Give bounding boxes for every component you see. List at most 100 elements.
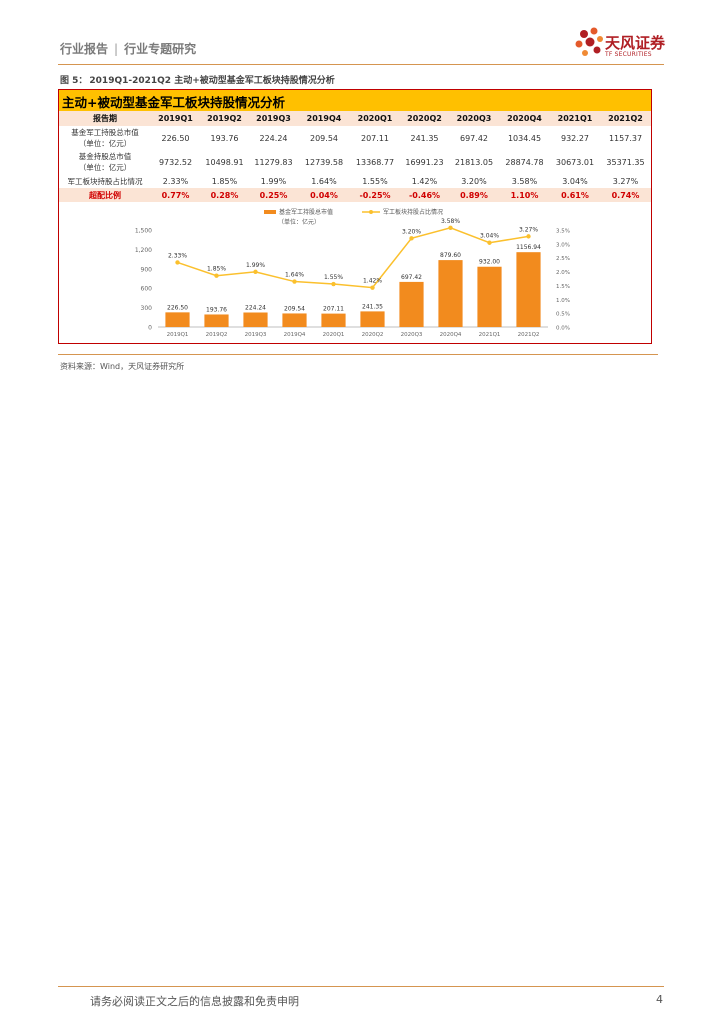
line-point [526, 234, 531, 239]
logo-subtitle: TF SECURITIES [605, 51, 652, 58]
x-tick-label: 2020Q2 [362, 332, 384, 338]
table-cell: -0.46% [400, 188, 449, 202]
bar-data-label: 697.42 [401, 274, 422, 281]
table-cell: 12739.58 [304, 157, 344, 167]
line-data-label: 1.99% [246, 262, 265, 269]
figure-label: 图 5： [60, 76, 88, 86]
y-right-tick-label: 3.0% [556, 242, 570, 248]
table-cell: 0.77% [151, 188, 200, 202]
header-cell: 2019Q3 [249, 111, 298, 126]
bar-data-label: 932.00 [479, 259, 500, 266]
table-cell: 3.27% [612, 176, 639, 186]
legend-bar-swatch [264, 210, 276, 214]
table-cell: 0.25% [249, 188, 298, 202]
table-cell: 226.50 [161, 133, 190, 143]
line-point [214, 273, 219, 278]
company-logo-icon [575, 27, 603, 56]
bar-data-label: 224.24 [245, 304, 266, 311]
table-row-overweight: 超配比例 0.77% 0.28% 0.25% 0.04% -0.25% -0.4… [59, 188, 651, 202]
bar [204, 314, 229, 327]
figure-title: 图 5： 2019Q1-2021Q2 主动+被动型基金军工板块持股情况分析 [60, 73, 335, 86]
row-label-line2: （单位：亿元） [78, 139, 132, 148]
y-right-tick-label: 3.5% [556, 229, 570, 235]
line-point [370, 285, 375, 290]
table-row: 基金持股总市值 （单位：亿元） 9732.52 10498.91 11279.83… [59, 150, 651, 174]
line-data-label: 1.42% [363, 278, 382, 285]
x-tick-label: 2020Q1 [323, 332, 345, 338]
table-cell: 28874.78 [505, 157, 544, 167]
header-cell: 2019Q2 [200, 111, 249, 126]
source-note: 资料来源：Wind，天风证券研究所 [60, 362, 185, 371]
header-cell: 2020Q3 [449, 111, 499, 126]
header-subcategory: 行业专题研究 [124, 42, 197, 56]
line-series [177, 226, 529, 289]
table-cell: 2.33% [162, 176, 189, 186]
table-cell: 1157.37 [608, 133, 643, 143]
y-right-tick-label: 2.0% [556, 270, 570, 276]
table-cell: 21813.05 [454, 157, 494, 167]
table-cell: 1.10% [499, 188, 550, 202]
row-label: 基金持股总市值 （单位：亿元） [59, 150, 151, 174]
legend-unit-label: （单位：亿元） [278, 218, 320, 226]
bar-data-label: 193.76 [206, 306, 227, 313]
header-divider [58, 64, 664, 65]
bar-data-label: 209.54 [284, 305, 305, 312]
line-point [253, 269, 258, 275]
row-label-line2: （单位：亿元） [78, 163, 132, 172]
x-tick-label: 2019Q3 [245, 332, 267, 338]
source-divider [58, 354, 658, 355]
bar [282, 313, 307, 327]
figure-caption: 2019Q1-2021Q2 主动+被动型基金军工板块持股情况分析 [89, 76, 335, 86]
line-data-label: 3.04% [480, 233, 499, 240]
table-cell: 193.76 [210, 133, 239, 143]
table-cell: 11279.83 [254, 157, 293, 167]
footer-divider [58, 986, 664, 987]
row-label-line1: 基金军工持股总市值 [71, 128, 139, 137]
x-tick-label: 2019Q4 [284, 332, 306, 338]
table-cell: 9732.52 [158, 157, 193, 167]
table-cell: 209.54 [310, 133, 338, 143]
table-cell: 0.28% [200, 188, 249, 202]
bar [165, 312, 190, 327]
table-cell: 697.42 [460, 133, 488, 143]
bar [360, 311, 385, 327]
table-cell: 0.04% [298, 188, 350, 202]
x-tick-label: 2020Q3 [401, 332, 423, 338]
table-row: 军工板块持股占比情况 2.33% 1.85% 1.99% 1.64% 1.55%… [59, 174, 651, 188]
y-left-tick-label: 300 [141, 305, 153, 312]
y-left-tick-label: 900 [141, 266, 153, 273]
y-left-tick-label: 1,500 [135, 228, 152, 235]
legend-line-label: 军工板块持股占比情况 [383, 208, 443, 216]
header-cell-period: 报告期 [59, 111, 151, 126]
row-label: 基金军工持股总市值 （单位：亿元） [59, 126, 151, 150]
table-cell: 1.85% [211, 176, 238, 186]
line-data-label: 2.33% [168, 252, 187, 259]
x-tick-label: 2021Q2 [518, 332, 540, 338]
line-point [292, 279, 297, 284]
x-tick-label: 2021Q1 [479, 332, 501, 338]
x-tick-label: 2020Q4 [440, 332, 462, 338]
table-cell: 1.64% [311, 176, 337, 186]
holdings-table: 报告期 2019Q1 2019Q2 2019Q3 2019Q4 2020Q1 2… [59, 111, 651, 202]
bar [399, 281, 424, 327]
table-row: 基金军工持股总市值 （单位：亿元） 226.50 193.76 224.24 20… [59, 126, 651, 150]
table-cell: 241.35 [410, 133, 439, 143]
table-cell: 1.42% [411, 176, 438, 186]
footer-disclaimer: 请务必阅读正文之后的信息披露和免责申明 [90, 995, 299, 1008]
y-left-tick-label: 600 [141, 286, 153, 293]
table-cell: 3.20% [461, 176, 487, 186]
table-cell: 932.27 [561, 133, 589, 143]
row-label: 超配比例 [59, 188, 151, 202]
bar-data-label: 207.11 [323, 306, 344, 313]
holdings-combo-chart: 0 300 600 900 1,200 1,500 0.0% 0.5% 1.0% 1.5% 2.0%… [135, 208, 570, 338]
line-data-label: 1.55% [324, 274, 343, 281]
line-data-label: 3.27% [519, 226, 538, 233]
legend-bar-label: 基金军工持股总市值 [279, 208, 333, 216]
table-cell: 0.74% [600, 188, 651, 202]
bar [438, 260, 463, 327]
line-point [331, 281, 336, 287]
header-cell: 2019Q1 [151, 111, 200, 126]
y-left-tick-label: 1,200 [135, 247, 152, 254]
table-cell: 1034.45 [507, 133, 542, 143]
table-cell: 224.24 [259, 133, 288, 143]
